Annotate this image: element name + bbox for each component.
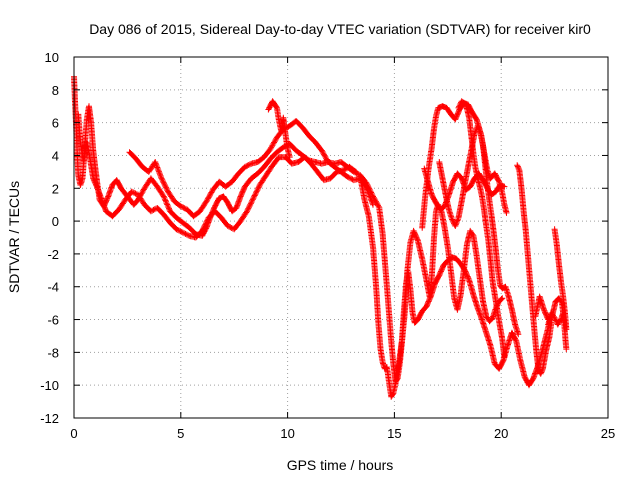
x-tick-label: 15 xyxy=(387,426,401,441)
x-tick-label: 25 xyxy=(601,426,615,441)
sdtvar-marker-series xyxy=(75,111,359,241)
y-tick-label: 8 xyxy=(52,83,59,98)
plot-frame xyxy=(73,56,609,419)
x-tick-label: 0 xyxy=(70,426,77,441)
sdtvar-marker-series xyxy=(545,310,567,328)
x-tick-label: 20 xyxy=(494,426,508,441)
sdtvar-marker-series xyxy=(551,226,570,333)
chart-title: Day 086 of 2015, Sidereal Day-to-day VTE… xyxy=(89,21,591,37)
sdtvar-marker-series xyxy=(514,162,555,377)
y-tick-label: -12 xyxy=(40,411,59,426)
y-tick-label: 6 xyxy=(52,116,59,131)
x-axis-label: GPS time / hours xyxy=(287,457,394,473)
sdtvar-marker-series xyxy=(376,201,506,385)
x-tick-label: 10 xyxy=(280,426,294,441)
sdtvar-marker-series xyxy=(421,165,508,213)
y-tick-label: 2 xyxy=(52,181,59,196)
sdtvar-marker-series xyxy=(126,118,376,220)
y-tick-label: 10 xyxy=(45,50,59,65)
y-tick-label: 0 xyxy=(52,214,59,229)
y-tick-label: 4 xyxy=(52,148,59,163)
y-tick-label: -6 xyxy=(47,313,59,328)
y-axis-label: SDTVAR / TECUs xyxy=(6,181,22,293)
y-tick-label: -10 xyxy=(40,378,59,393)
data-series-markers xyxy=(71,73,570,400)
y-tick-label: -2 xyxy=(47,247,59,262)
sdtvar-marker-series xyxy=(265,98,293,161)
x-tick-label: 5 xyxy=(177,426,184,441)
y-tick-label: -8 xyxy=(47,345,59,360)
sdtvar-marker-series xyxy=(455,98,508,361)
y-tick-label: -4 xyxy=(47,280,59,295)
